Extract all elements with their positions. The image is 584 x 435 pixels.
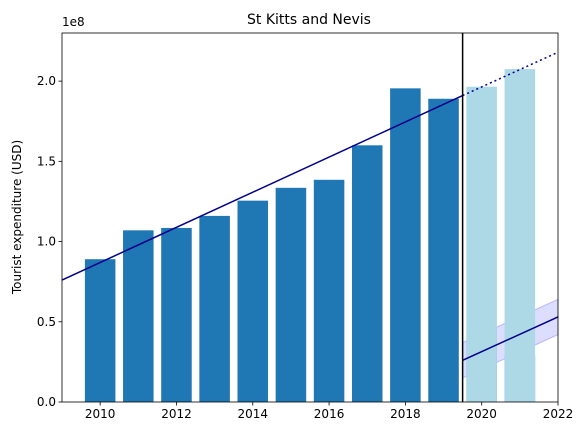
y-tick-label: 0.5 bbox=[37, 315, 56, 329]
bar-actual-2018 bbox=[390, 88, 421, 402]
bars bbox=[84, 69, 536, 402]
bar-actual-2012 bbox=[161, 227, 192, 402]
bar-actual-2011 bbox=[123, 230, 154, 402]
bar-actual-2010 bbox=[84, 259, 116, 402]
bar-expected-2020 bbox=[466, 86, 497, 402]
axes bbox=[61, 32, 559, 403]
y-tick-label: 1.0 bbox=[37, 235, 56, 249]
y-axis-label: Tourist expenditure (USD) bbox=[10, 140, 24, 295]
x-tick-label: 2016 bbox=[314, 407, 345, 421]
y-tick-label: 2.0 bbox=[37, 74, 56, 88]
y-tick-label: 1.5 bbox=[37, 154, 56, 168]
chart-title: St Kitts and Nevis bbox=[247, 12, 371, 28]
bar-expected-2021 bbox=[504, 69, 536, 402]
trend-lines bbox=[61, 33, 559, 402]
x-tick-label: 2022 bbox=[543, 407, 574, 421]
bar-actual-2019 bbox=[428, 98, 459, 402]
x-tick-label: 2018 bbox=[390, 407, 421, 421]
y-offset-label: 1e8 bbox=[62, 15, 85, 29]
bar-actual-2013 bbox=[199, 215, 230, 402]
x-tick-label: 2010 bbox=[85, 407, 116, 421]
x-tick-label: 2020 bbox=[466, 407, 497, 421]
trend-line-2 bbox=[462, 316, 559, 361]
y-axis-ticks: 0.0 0.5 1.0 1.5 2.0 bbox=[37, 74, 62, 409]
bar-actual-2014 bbox=[237, 200, 269, 402]
plot-frame bbox=[61, 32, 559, 403]
bar-actual-2017 bbox=[351, 145, 383, 402]
x-axis-ticks: 2010 2012 2014 2016 2018 2020 2022 bbox=[85, 402, 573, 421]
bar-actual-2016 bbox=[313, 179, 345, 402]
x-tick-label: 2012 bbox=[161, 407, 192, 421]
bar-actual-2015 bbox=[275, 187, 307, 402]
trend-line-0 bbox=[61, 94, 463, 281]
y-tick-label: 0.0 bbox=[37, 395, 56, 409]
x-tick-label: 2014 bbox=[237, 407, 268, 421]
